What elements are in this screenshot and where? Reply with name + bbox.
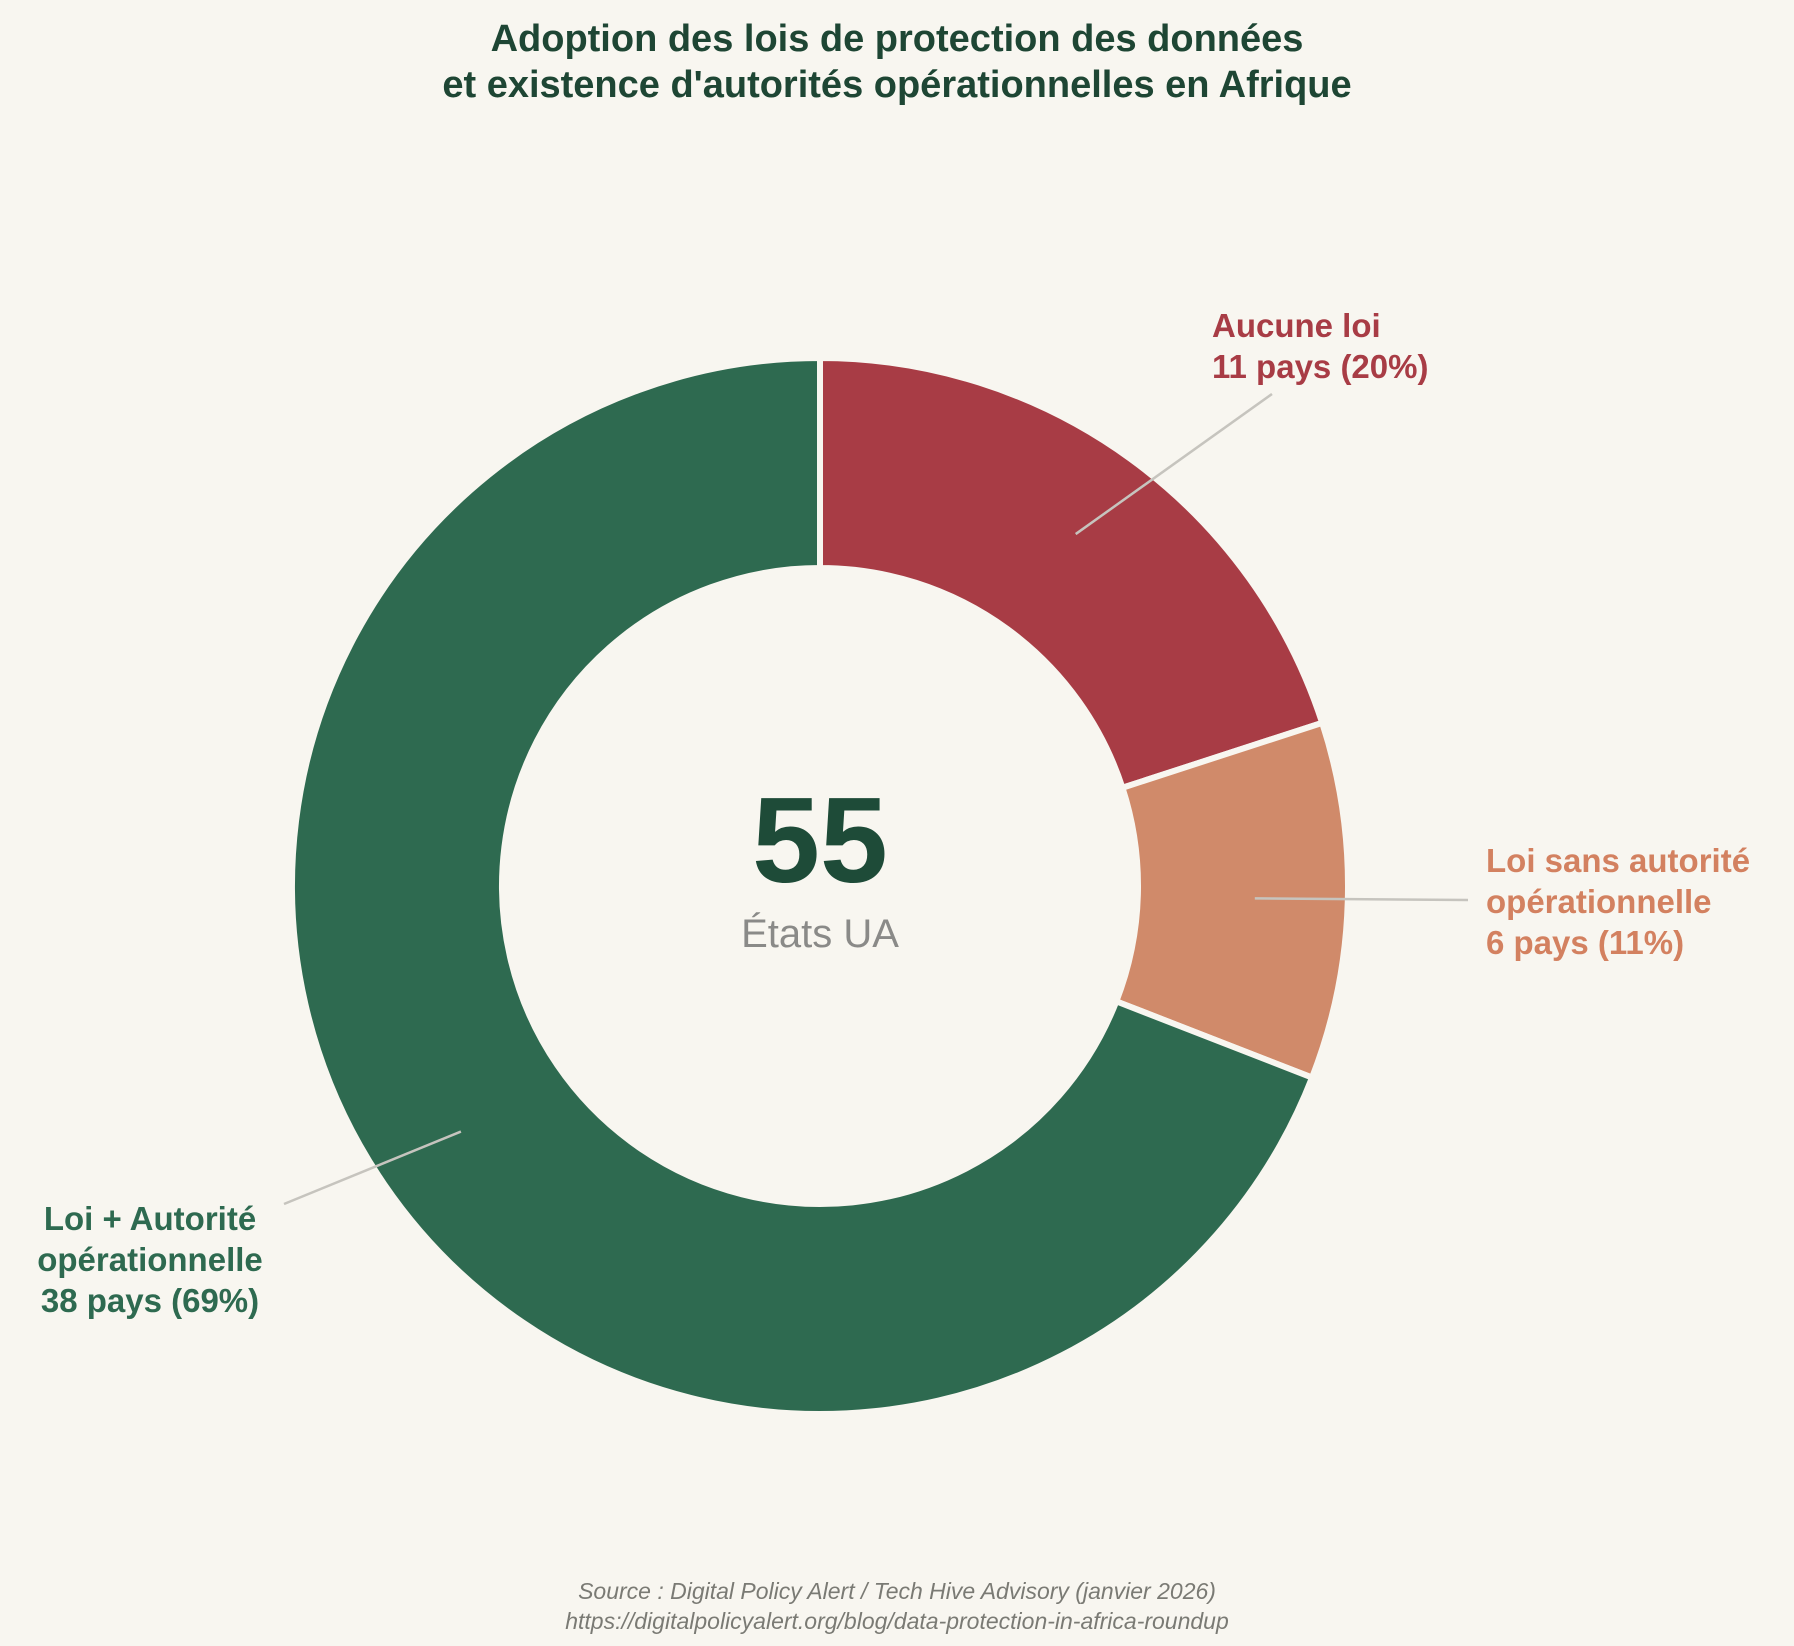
total-caption: États UA — [741, 912, 899, 956]
donut-segment-law_authority — [289, 355, 1316, 1417]
leader-line-law_no_authority — [1254, 897, 1469, 902]
chart-title-line2: et existence d'autorités opérationnelles… — [442, 64, 1352, 106]
callout-loi-sans-autorite-label-line2: opérationnelle — [1486, 883, 1712, 920]
callout-loi-plus-autorite-label-line2: opérationnelle — [37, 1241, 263, 1278]
callout-aucune-loi: Aucune loi 11 pays (20%) — [1212, 305, 1428, 387]
callout-loi-sans-autorite-label-line1: Loi sans autorité — [1486, 842, 1751, 879]
chart-title-line1: Adoption des lois de protection des donn… — [490, 18, 1304, 60]
callout-loi-sans-autorite-detail: 6 pays (11%) — [1486, 924, 1685, 961]
total-value: 55 — [752, 772, 888, 908]
leader-line-law_authority — [283, 1130, 462, 1206]
donut-segment-none — [817, 355, 1326, 791]
callout-loi-sans-autorite: Loi sans autorité opérationnelle 6 pays … — [1486, 840, 1750, 963]
source-note: Source : Digital Policy Alert / Tech Hiv… — [0, 1576, 1794, 1636]
callout-aucune-loi-detail: 11 pays (20%) — [1212, 348, 1429, 385]
chart-title: Adoption des lois de protection des donn… — [0, 16, 1794, 108]
callout-aucune-loi-label: Aucune loi — [1212, 307, 1381, 344]
donut-center-label: 55 États UA — [570, 772, 1070, 957]
source-url: https://digitalpolicyalert.org/blog/data… — [565, 1608, 1229, 1634]
source-text: Source : Digital Policy Alert / Tech Hiv… — [578, 1578, 1216, 1604]
callout-loi-plus-autorite: Loi + Autorité opérationnelle 38 pays (6… — [0, 1198, 300, 1321]
callout-loi-plus-autorite-detail: 38 pays (69%) — [40, 1282, 260, 1319]
leader-line-none — [1074, 392, 1273, 536]
callout-loi-plus-autorite-label-line1: Loi + Autorité — [43, 1200, 257, 1237]
